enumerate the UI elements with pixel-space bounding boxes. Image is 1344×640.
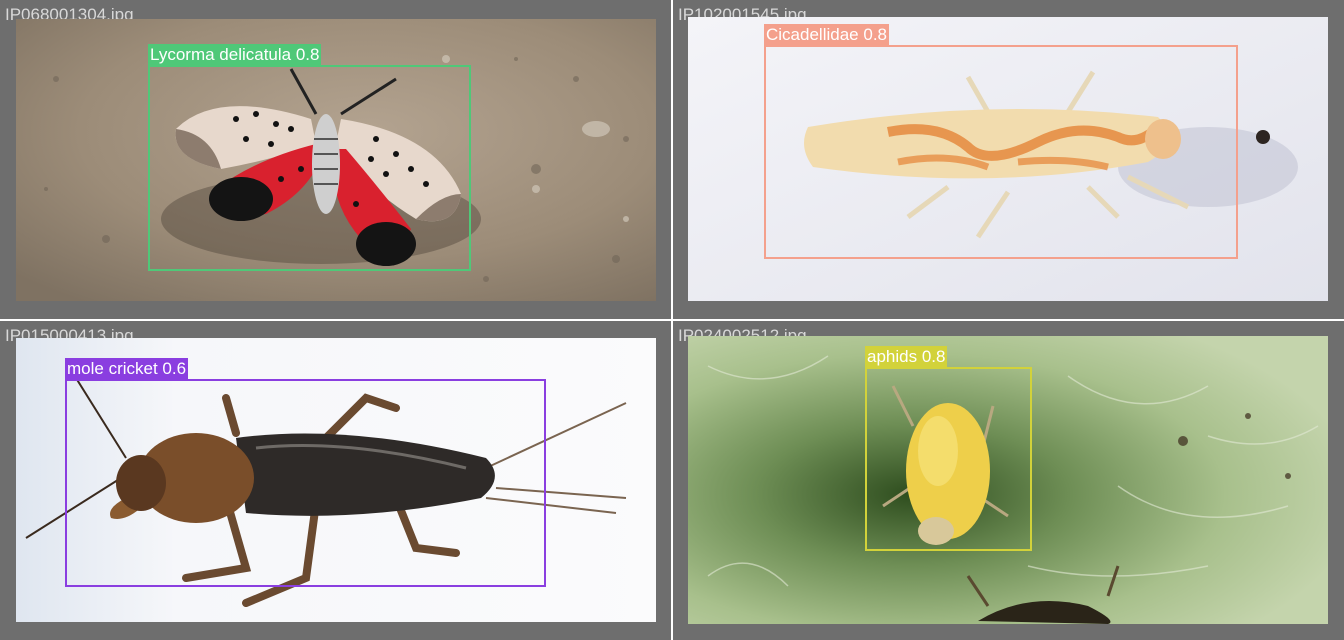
image-tile-4: IP024002512.jpg bbox=[673, 321, 1344, 640]
confidence-score: 0.8 bbox=[921, 347, 946, 366]
class-name: Lycorma delicatula bbox=[150, 45, 292, 64]
detection-box: aphids 0.8 bbox=[865, 346, 1032, 551]
class-name: aphids bbox=[867, 347, 918, 366]
aphid-icon bbox=[688, 336, 1328, 624]
detection-label: Cicadellidae 0.8 bbox=[764, 24, 889, 45]
mole-cricket-icon bbox=[16, 338, 656, 622]
spotted-lanternfly-icon bbox=[16, 19, 656, 301]
insect-photo bbox=[16, 338, 656, 622]
class-name: Cicadellidae bbox=[766, 25, 859, 44]
confidence-score: 0.8 bbox=[863, 25, 887, 44]
insect-photo bbox=[16, 19, 656, 301]
confidence-score: 0.8 bbox=[295, 45, 320, 64]
insect-photo bbox=[688, 17, 1328, 301]
detection-label: mole cricket 0.6 bbox=[65, 358, 189, 379]
image-tile-3: IP015000413.jpg bbox=[0, 321, 671, 640]
detection-label: Lycorma delicatula 0.8 bbox=[148, 44, 322, 65]
detection-box: Lycorma delicatula 0.8 bbox=[148, 44, 471, 271]
image-tile-2: IP102001545.jpg Cicadellidae 0.8 bbox=[673, 0, 1344, 319]
detection-label: aphids 0.8 bbox=[865, 346, 948, 367]
confidence-score: 0.6 bbox=[162, 359, 187, 378]
leafhopper-icon bbox=[688, 17, 1328, 301]
image-tile-1: IP068001304.jpg bbox=[0, 0, 671, 319]
class-name: mole cricket bbox=[67, 359, 158, 378]
insect-photo bbox=[688, 336, 1328, 624]
detection-box: mole cricket 0.6 bbox=[65, 358, 546, 587]
detection-box: Cicadellidae 0.8 bbox=[764, 24, 1238, 259]
